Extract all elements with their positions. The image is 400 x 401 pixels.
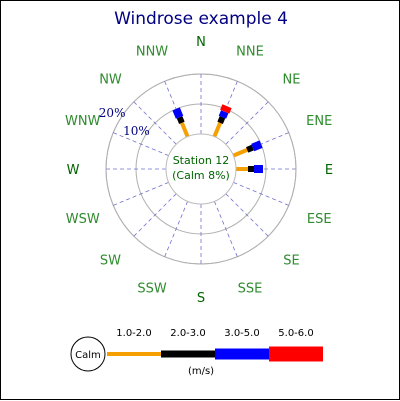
legend-unit-label: (m/s) <box>188 366 214 377</box>
bar-ene-2.0-3.0 <box>247 148 253 150</box>
direction-label-nne: NNE <box>236 45 264 60</box>
direction-label-ese: ESE <box>307 212 332 227</box>
ring-label-10: 10% <box>123 124 150 138</box>
direction-label-ssw: SSW <box>137 281 167 296</box>
direction-label-ne: NE <box>283 72 301 87</box>
radial-line-sse <box>214 201 237 256</box>
center-calm-label: (Calm 8%) <box>172 169 230 182</box>
bar-ene-1.0-2.0 <box>233 150 247 156</box>
legend-bar-5.0-6.0 <box>269 347 323 362</box>
direction-label-se: SE <box>283 254 299 269</box>
chart-title: Windrose example 4 <box>114 9 288 29</box>
center-station-label: Station 12 <box>173 154 230 167</box>
legend-label-5.0-6.0: 5.0-6.0 <box>278 328 313 339</box>
direction-label-e: E <box>325 163 333 178</box>
legend: Calm (m/s) 1.0-2.0 2.0-3.0 3.0-5.0 5.0-6.0 <box>71 328 323 377</box>
direction-label-w: W <box>67 163 80 178</box>
radial-line-ssw <box>165 201 188 256</box>
legend-bar-1.0-2.0 <box>107 352 161 356</box>
legend-label-3.0-5.0: 3.0-5.0 <box>224 328 259 339</box>
bar-ene-3.0-5.0 <box>253 144 261 147</box>
direction-label-wsw: WSW <box>66 212 100 227</box>
legend-calm-label: Calm <box>75 350 101 361</box>
radial-line-wsw <box>113 182 168 205</box>
direction-label-nnw: NNW <box>136 45 168 60</box>
legend-label-1.0-2.0: 1.0-2.0 <box>116 328 151 339</box>
direction-label-sse: SSE <box>238 281 263 296</box>
radial-line-ne <box>226 102 268 144</box>
bar-nnw-2.0-3.0 <box>180 117 182 123</box>
ring-label-20: 20% <box>99 106 126 120</box>
legend-bar-3.0-5.0 <box>215 349 269 360</box>
direction-label-n: N <box>196 35 206 50</box>
radial-line-se <box>226 194 268 236</box>
direction-label-ene: ENE <box>306 114 332 129</box>
direction-label-nw: NW <box>99 72 122 87</box>
bar-nnw-1.0-2.0 <box>182 123 188 137</box>
legend-bar-2.0-3.0 <box>161 351 215 358</box>
radial-line-sw <box>134 194 176 236</box>
direction-label-sw: SW <box>100 254 121 269</box>
legend-label-2.0-3.0: 2.0-3.0 <box>170 328 205 339</box>
direction-label-wnw: WNW <box>65 114 101 129</box>
radial-line-ese <box>233 182 288 205</box>
bar-nnw-3.0-5.0 <box>176 109 179 117</box>
bar-nne-5.0-6.0 <box>225 106 227 112</box>
direction-label-s: S <box>197 291 205 306</box>
bar-nne-2.0-3.0 <box>220 117 222 123</box>
bar-nne-3.0-5.0 <box>222 112 224 118</box>
bar-nne-1.0-2.0 <box>214 123 220 137</box>
